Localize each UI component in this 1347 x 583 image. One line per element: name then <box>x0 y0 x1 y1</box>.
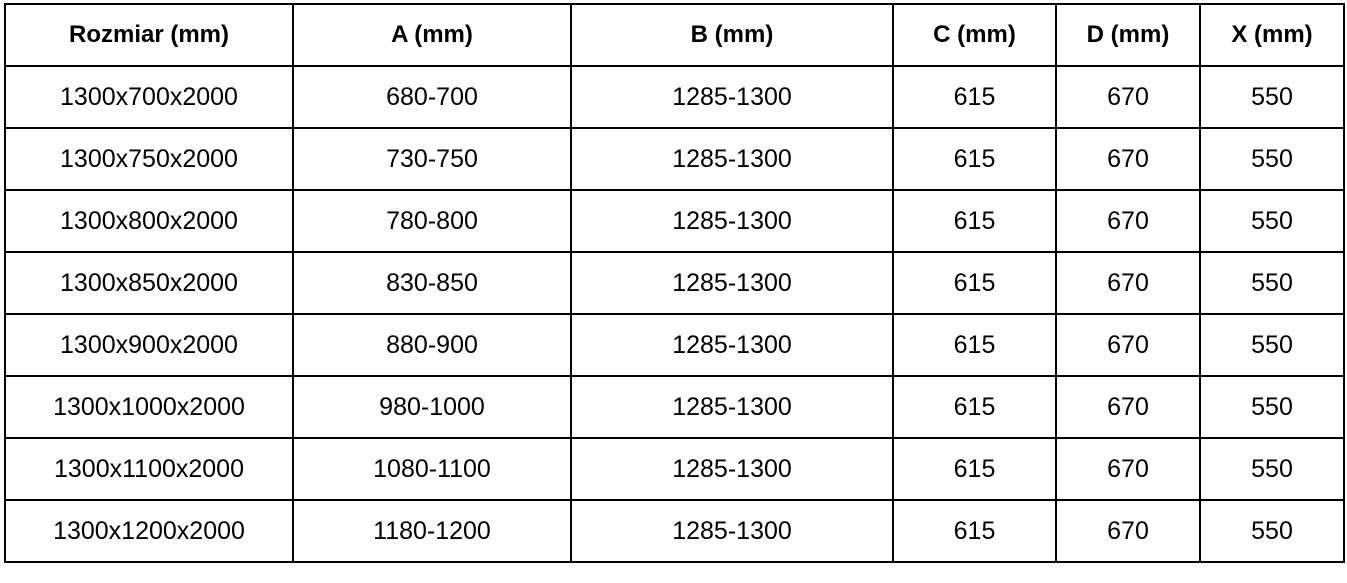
cell-d: 670 <box>1055 189 1201 253</box>
cell-size: 1300x900x2000 <box>4 313 294 377</box>
cell-size: 1300x850x2000 <box>4 251 294 315</box>
header-row: Rozmiar (mm) A (mm) B (mm) C (mm) D (mm)… <box>4 3 1345 67</box>
table-row: 1300x1200x2000 1180-1200 1285-1300 615 670 55… <box>4 499 1345 563</box>
cell-a: 730-750 <box>292 127 572 191</box>
cell-a: 980-1000 <box>292 375 572 439</box>
cell-b: 1285-1300 <box>570 127 894 191</box>
cell-c: 615 <box>892 189 1057 253</box>
cell-c: 615 <box>892 313 1057 377</box>
cell-a: 830-850 <box>292 251 572 315</box>
table-row: 1300x700x2000 680-700 1285-1300 615 670 550 <box>4 65 1345 129</box>
cell-b: 1285-1300 <box>570 437 894 501</box>
cell-c: 615 <box>892 499 1057 563</box>
table-row: 1300x750x2000 730-750 1285-1300 615 670 550 <box>4 127 1345 191</box>
dimensions-table: Rozmiar (mm) A (mm) B (mm) C (mm) D (mm)… <box>4 3 1345 563</box>
cell-size: 1300x1000x2000 <box>4 375 294 439</box>
cell-size: 1300x1100x2000 <box>4 437 294 501</box>
header-b: B (mm) <box>570 3 894 67</box>
cell-x: 550 <box>1199 313 1345 377</box>
table-row: 1300x900x2000 880-900 1285-1300 615 670 550 <box>4 313 1345 377</box>
cell-size: 1300x800x2000 <box>4 189 294 253</box>
cell-a: 880-900 <box>292 313 572 377</box>
cell-b: 1285-1300 <box>570 313 894 377</box>
cell-d: 670 <box>1055 313 1201 377</box>
table-row: 1300x800x2000 780-800 1285-1300 615 670 550 <box>4 189 1345 253</box>
cell-a: 1180-1200 <box>292 499 572 563</box>
cell-d: 670 <box>1055 499 1201 563</box>
cell-d: 670 <box>1055 437 1201 501</box>
header-a: A (mm) <box>292 3 572 67</box>
cell-size: 1300x1200x2000 <box>4 499 294 563</box>
cell-x: 550 <box>1199 65 1345 129</box>
cell-d: 670 <box>1055 127 1201 191</box>
cell-size: 1300x700x2000 <box>4 65 294 129</box>
header-size: Rozmiar (mm) <box>4 3 294 67</box>
table-row: 1300x1100x2000 1080-1100 1285-1300 615 670 55… <box>4 437 1345 501</box>
cell-d: 670 <box>1055 65 1201 129</box>
cell-x: 550 <box>1199 499 1345 563</box>
table-row: 1300x1000x2000 980-1000 1285-1300 615 670 550 <box>4 375 1345 439</box>
cell-c: 615 <box>892 375 1057 439</box>
cell-b: 1285-1300 <box>570 189 894 253</box>
cell-a: 680-700 <box>292 65 572 129</box>
cell-a: 1080-1100 <box>292 437 572 501</box>
cell-c: 615 <box>892 127 1057 191</box>
cell-x: 550 <box>1199 251 1345 315</box>
cell-b: 1285-1300 <box>570 375 894 439</box>
cell-x: 550 <box>1199 127 1345 191</box>
cell-x: 550 <box>1199 189 1345 253</box>
cell-size: 1300x750x2000 <box>4 127 294 191</box>
header-x: X (mm) <box>1199 3 1345 67</box>
table-row: 1300x850x2000 830-850 1285-1300 615 670 550 <box>4 251 1345 315</box>
cell-c: 615 <box>892 65 1057 129</box>
cell-c: 615 <box>892 437 1057 501</box>
header-c: C (mm) <box>892 3 1057 67</box>
cell-c: 615 <box>892 251 1057 315</box>
cell-b: 1285-1300 <box>570 499 894 563</box>
cell-d: 670 <box>1055 251 1201 315</box>
cell-d: 670 <box>1055 375 1201 439</box>
header-d: D (mm) <box>1055 3 1201 67</box>
cell-x: 550 <box>1199 437 1345 501</box>
cell-x: 550 <box>1199 375 1345 439</box>
cell-b: 1285-1300 <box>570 65 894 129</box>
cell-b: 1285-1300 <box>570 251 894 315</box>
cell-a: 780-800 <box>292 189 572 253</box>
